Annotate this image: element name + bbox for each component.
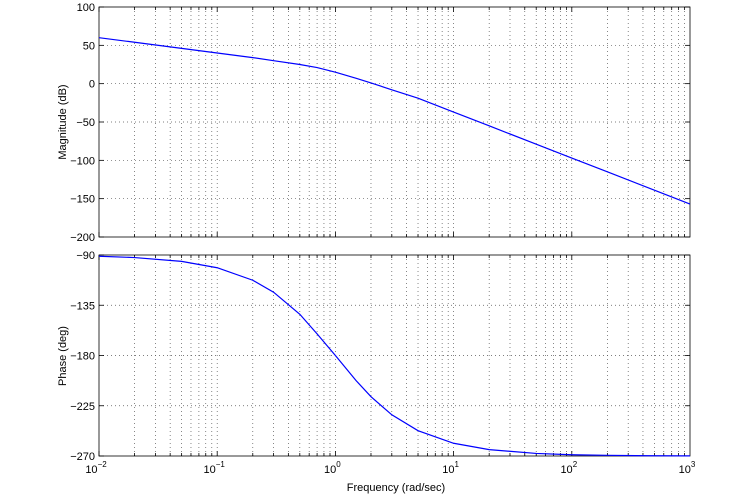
mag-y-tick-label: 0: [89, 79, 95, 91]
x-tick-label: 100: [324, 460, 341, 476]
phase-y-tick-label: −90: [76, 250, 95, 262]
phase-y-tick-label: −225: [70, 401, 95, 413]
phase-response-line: [98, 255, 691, 457]
mag-y-tick-label: −50: [76, 117, 95, 129]
phase-y-tick-label: −180: [70, 351, 95, 363]
mag-plot-frame: [98, 6, 691, 238]
x-tick-label: 10−1: [204, 460, 226, 476]
mag-y-tick-label: 100: [77, 2, 95, 14]
magnitude-axis-label: Magnitude (dB): [57, 84, 69, 159]
x-tick-label: 10−2: [85, 460, 107, 476]
x-tick-label: 102: [560, 460, 577, 476]
phase-y-tick-label: −135: [70, 300, 95, 312]
x-tick-label: 103: [679, 460, 696, 476]
phase-y-tick-label: −270: [70, 451, 95, 463]
frequency-axis-label: Frequency (rad/sec): [347, 482, 445, 494]
mag-y-tick-label: −200: [70, 232, 95, 244]
phase-plot-frame: [98, 254, 691, 457]
magnitude-panel: 100 50 0 −50 −100 −150 −200: [70, 2, 691, 244]
mag-y-tick-label: −100: [70, 155, 95, 167]
x-tick-label: 101: [442, 460, 459, 476]
mag-y-tick-label: 50: [83, 40, 95, 52]
mag-y-tick-label: −150: [70, 194, 95, 206]
mag-response-line: [98, 37, 691, 205]
phase-axis-label: Phase (deg): [57, 326, 69, 386]
